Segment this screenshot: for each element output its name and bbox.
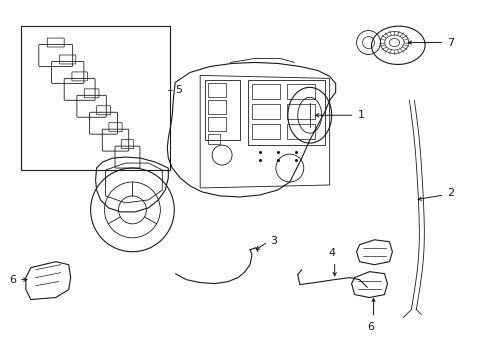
- Text: 1: 1: [358, 110, 365, 120]
- Text: 5: 5: [175, 85, 182, 95]
- Bar: [21, 26, 171, 170]
- Text: 2: 2: [447, 188, 454, 198]
- Text: 6: 6: [9, 275, 16, 285]
- Text: 6: 6: [367, 323, 374, 332]
- Text: 4: 4: [328, 248, 335, 258]
- Text: 3: 3: [270, 236, 277, 246]
- Text: 7: 7: [447, 37, 454, 48]
